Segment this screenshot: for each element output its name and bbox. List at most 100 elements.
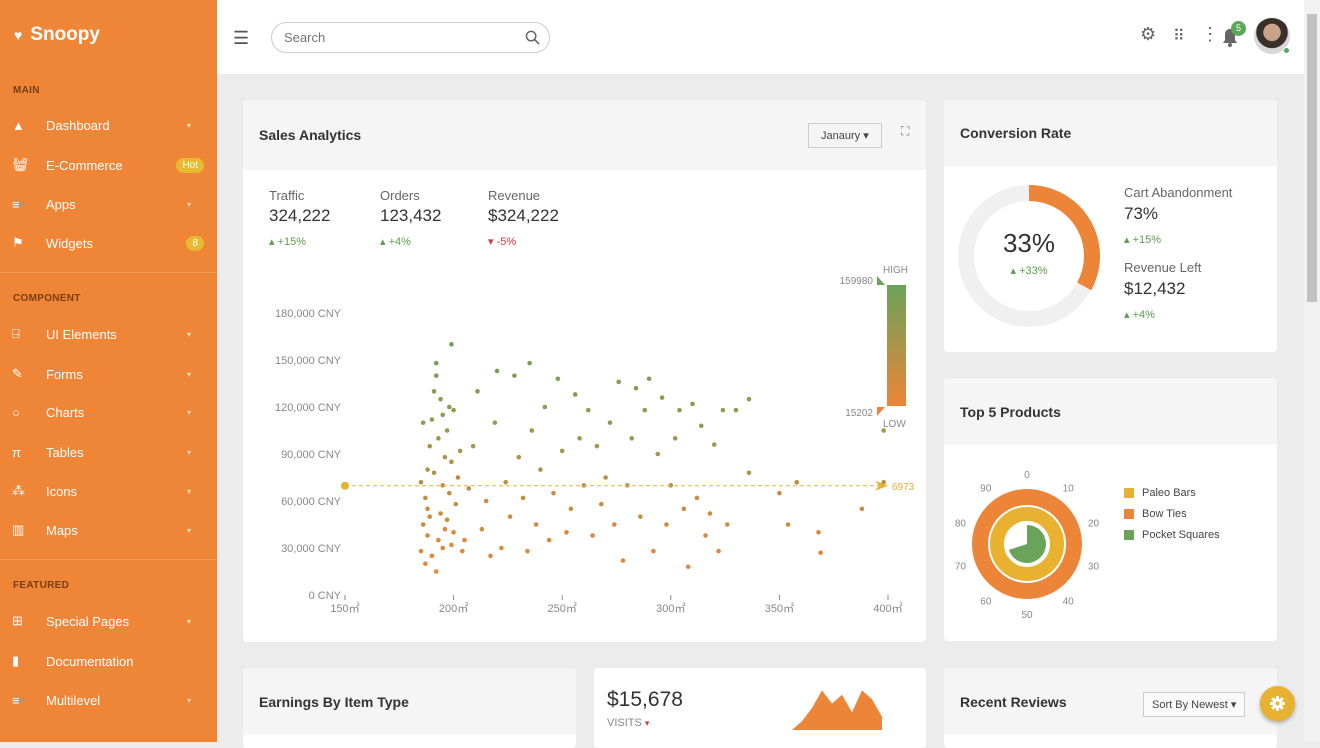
- scatter-point: [651, 548, 656, 554]
- scatter-point: [427, 443, 433, 449]
- scatter-point: [483, 498, 489, 504]
- section-component: COMPONENT: [13, 293, 81, 304]
- scatter-point: [425, 533, 430, 538]
- scatter-point: [433, 360, 439, 366]
- scrollbar[interactable]: [1304, 0, 1320, 742]
- stat-label: Traffic: [269, 188, 305, 203]
- sidebar-item-label: Tables: [46, 444, 84, 460]
- scatter-point: [488, 553, 493, 559]
- earnings-card: Earnings By Item Type: [243, 668, 576, 748]
- scatter-point: [577, 436, 582, 441]
- scatter-point: [551, 490, 556, 496]
- stat-change: ▴ +4%: [380, 236, 411, 248]
- sidebar-item-e-commerce[interactable]: 🧺︎ E-Commerce Hot: [0, 146, 217, 184]
- scatter-point: [703, 533, 708, 538]
- sidebar-item-forms[interactable]: ✎ Forms ▾: [0, 355, 217, 393]
- search-icon[interactable]: [525, 30, 540, 45]
- scatter-point: [429, 417, 435, 422]
- sidebar-item-label: E-Commerce: [46, 157, 123, 173]
- scatter-point: [564, 530, 569, 535]
- scatter-point: [629, 436, 635, 441]
- scatter-point: [451, 530, 456, 535]
- y-tick-label: 120,000 CNY: [275, 402, 342, 414]
- sidebar-item-icons[interactable]: ⁂ Icons ▾: [0, 472, 217, 510]
- sidebar-divider: [0, 559, 217, 560]
- scatter-point: [698, 423, 704, 429]
- top-header: ☰ ⚙ ⠿ ⋮ 5: [217, 0, 1304, 74]
- scatter-point: [459, 548, 465, 554]
- scatter-point: [423, 561, 428, 566]
- legend-item[interactable]: Paleo Bars: [1124, 487, 1220, 499]
- scatter-point: [442, 454, 448, 460]
- scatter-point: [499, 545, 504, 551]
- scatter-point: [433, 569, 439, 574]
- card-title: Earnings By Item Type: [259, 693, 409, 710]
- stat-traffic: Traffic 324,222 ▴ +15%: [269, 188, 330, 248]
- visual-map-low-label: LOW: [883, 419, 906, 430]
- chevron-down-icon: ▾: [187, 369, 192, 379]
- scatter-point: [785, 522, 791, 527]
- scatter-point: [818, 550, 823, 555]
- x-tick-label: 150㎡: [330, 602, 359, 615]
- scatter-point: [559, 448, 565, 454]
- sidebar-item-special-pages[interactable]: ⊞ Special Pages ▾: [0, 602, 217, 640]
- sidebar-item-widgets[interactable]: ⚑ Widgets 8: [0, 224, 217, 262]
- scatter-point: [418, 548, 424, 554]
- scatter-point: [446, 490, 452, 496]
- x-tick-label: 350㎡: [765, 602, 794, 615]
- scatter-point: [555, 376, 561, 382]
- legend-swatch: [1124, 530, 1134, 540]
- scatter-point: [616, 379, 621, 385]
- fullscreen-icon[interactable]: ⛶: [901, 124, 910, 138]
- metric-value: $12,432: [1124, 279, 1186, 298]
- more-vertical-icon[interactable]: ⋮: [1201, 24, 1219, 44]
- scatter-point: [479, 526, 485, 532]
- gear-icon[interactable]: ⚙: [1140, 24, 1157, 44]
- scatter-point: [590, 533, 595, 538]
- legend-item[interactable]: Pocket Squares: [1124, 529, 1220, 541]
- scatter-point: [466, 486, 472, 491]
- metric-change: ▴ +4%: [1124, 309, 1155, 321]
- scatter-point: [746, 396, 752, 402]
- settings-fab[interactable]: [1260, 686, 1295, 721]
- legend-item[interactable]: Bow Ties: [1124, 508, 1220, 520]
- hamburger-menu-icon[interactable]: ☰: [233, 28, 250, 48]
- scatter-point: [533, 522, 539, 527]
- sidebar-item-charts[interactable]: ○ Charts ▾: [0, 393, 217, 431]
- top-products-card: Top 5 Products 0 10 20 30 40 50 60 70 80 90 Paleo…: [944, 378, 1277, 641]
- angle-tick-label: 40: [1063, 597, 1075, 608]
- search-input[interactable]: [271, 22, 550, 53]
- scatter-point: [620, 558, 626, 563]
- scatter-point: [512, 373, 517, 378]
- sidebar-item-label: Special Pages: [46, 613, 130, 629]
- scatter-point: [746, 470, 752, 476]
- scatter-point: [440, 545, 446, 551]
- sidebar-item-dashboard[interactable]: ▲ Dashboard ▾: [0, 106, 217, 144]
- scatter-point: [607, 420, 613, 425]
- scatter-point: [438, 511, 443, 516]
- sidebar-item-label: Documentation: [46, 653, 134, 669]
- sidebar-item-apps[interactable]: ≡ Apps ▾: [0, 185, 217, 223]
- conversion-percent: 33%: [1002, 228, 1056, 258]
- visits-area-chart: [792, 690, 882, 730]
- sort-dropdown[interactable]: Sort By Newest ▾: [1143, 692, 1246, 717]
- scatter-point: [527, 360, 532, 366]
- brand-logo[interactable]: ♥ Snoopy: [14, 24, 100, 45]
- scrollbar-thumb[interactable]: [1307, 14, 1317, 302]
- sidebar-item-label: UI Elements: [46, 326, 117, 342]
- chevron-down-icon: ▾: [187, 407, 192, 417]
- scatter-point: [572, 392, 578, 397]
- visits-area: [792, 690, 882, 730]
- sidebar-item-documentation[interactable]: ▮ Documentation: [0, 642, 217, 680]
- polar-bar-bow-ties: [972, 489, 1082, 599]
- sidebar-item-maps[interactable]: ▥ Maps ▾: [0, 511, 217, 549]
- scatter-point: [433, 373, 439, 378]
- apps-grid-icon[interactable]: ⠿: [1173, 28, 1185, 45]
- stat-label: Revenue: [488, 188, 541, 203]
- month-dropdown[interactable]: Janaury ▾: [808, 123, 882, 148]
- chevron-down-icon: ▾: [187, 525, 192, 535]
- sidebar-item-ui-elements[interactable]: ⍈ UI Elements ▾: [0, 315, 217, 353]
- sidebar-item-multilevel[interactable]: ≡ Multilevel ▾: [0, 681, 217, 719]
- sidebar-item-tables[interactable]: π Tables ▾: [0, 433, 217, 471]
- y-tick-label: 0 CNY: [309, 590, 342, 602]
